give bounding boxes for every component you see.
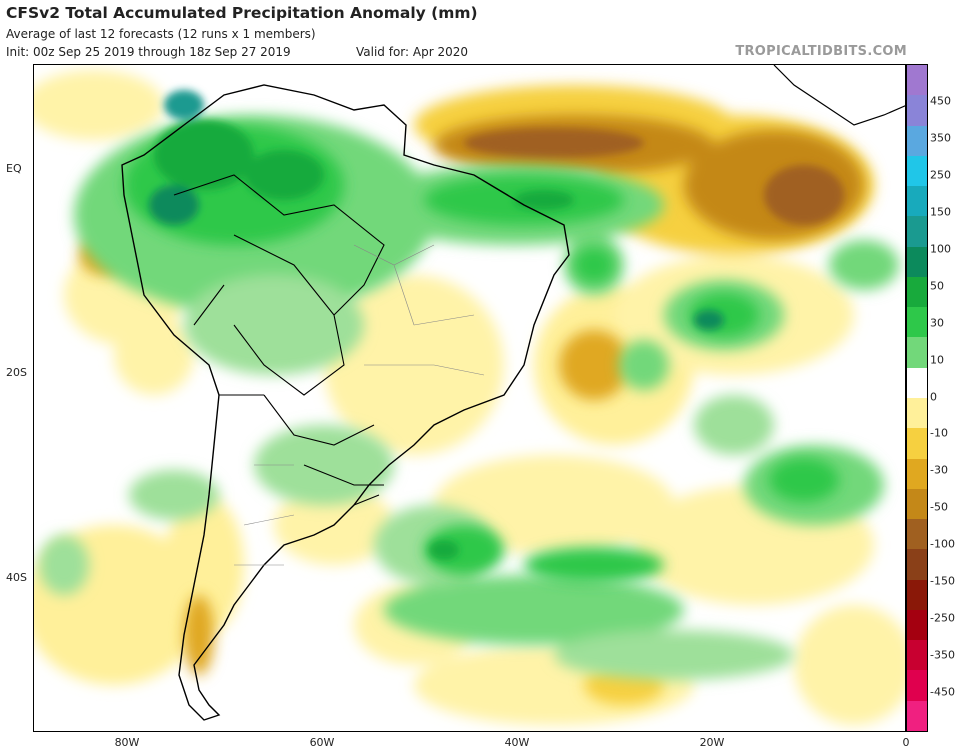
colorbar-swatch <box>907 609 927 641</box>
lon-label-80w: 80W <box>114 736 140 749</box>
colorbar-swatch <box>907 155 927 187</box>
colorbar-swatch <box>907 640 927 671</box>
colorbar-label: 10 <box>930 353 944 367</box>
lat-label-20s: 20S <box>6 366 27 379</box>
colorbar-swatch <box>907 337 927 369</box>
colorbar-label: 0 <box>930 390 937 403</box>
colorbar-swatch <box>907 579 927 611</box>
colorbar-swatch <box>907 125 927 157</box>
colorbar-label: 150 <box>930 205 951 219</box>
colorbar-swatch <box>907 186 927 217</box>
source-watermark[interactable]: TROPICALTIDBITS.COM <box>735 44 907 59</box>
colorbar-swatch <box>907 367 927 399</box>
colorbar-swatch <box>907 700 927 732</box>
colorbar-label: -350 <box>930 648 955 662</box>
colorbar <box>906 64 928 732</box>
init-time: Init: 00z Sep 25 2019 through 18z Sep 27… <box>6 45 291 59</box>
colorbar-label: -10 <box>930 426 948 440</box>
south-america-coastline <box>121 84 570 721</box>
colorbar-swatch <box>907 670 927 702</box>
lat-label-40s: 40S <box>6 571 27 584</box>
colorbar-label: -50 <box>930 500 948 514</box>
colorbar-swatch <box>907 276 927 308</box>
country-borders <box>173 174 385 506</box>
colorbar-label: 450 <box>930 94 951 108</box>
colorbar-swatch <box>907 307 927 338</box>
colorbar-swatch <box>907 246 927 278</box>
africa-coastline <box>773 65 905 126</box>
colorbar-swatch <box>907 519 927 550</box>
colorbar-label: 30 <box>930 316 944 330</box>
forecast-subtitle: Average of last 12 forecasts (12 runs x … <box>6 27 316 41</box>
lon-label-60w: 60W <box>309 736 335 749</box>
colorbar-swatch <box>907 428 927 460</box>
colorbar-label: 350 <box>930 131 951 145</box>
coastline-overlay <box>121 65 905 721</box>
state-borders <box>234 244 485 566</box>
colorbar-label: -30 <box>930 463 948 477</box>
colorbar-swatch <box>907 398 927 429</box>
colorbar-label: -100 <box>930 537 955 551</box>
colorbar-label: -250 <box>930 611 955 625</box>
lon-label-0: 0 <box>902 736 910 749</box>
colorbar-label: 100 <box>930 242 951 256</box>
lon-label-20w: 20W <box>699 736 725 749</box>
valid-time: Valid for: Apr 2020 <box>356 45 468 59</box>
colorbar-label: -450 <box>930 685 955 699</box>
colorbar-label: 50 <box>930 279 944 293</box>
colorbar-label: -150 <box>930 574 955 588</box>
colorbar-label: 250 <box>930 168 951 182</box>
colorbar-swatch <box>907 549 927 581</box>
colorbar-swatch <box>907 95 927 127</box>
colorbar-swatch <box>907 488 927 520</box>
anomaly-field <box>34 70 905 725</box>
colorbar-swatch <box>907 458 927 490</box>
lon-label-40w: 40W <box>504 736 530 749</box>
colorbar-swatch <box>907 65 927 96</box>
precipitation-anomaly-map <box>33 64 906 732</box>
lat-label-eq: EQ <box>6 162 22 175</box>
colorbar-swatch <box>907 216 927 248</box>
map-title: CFSv2 Total Accumulated Precipitation An… <box>6 4 478 22</box>
